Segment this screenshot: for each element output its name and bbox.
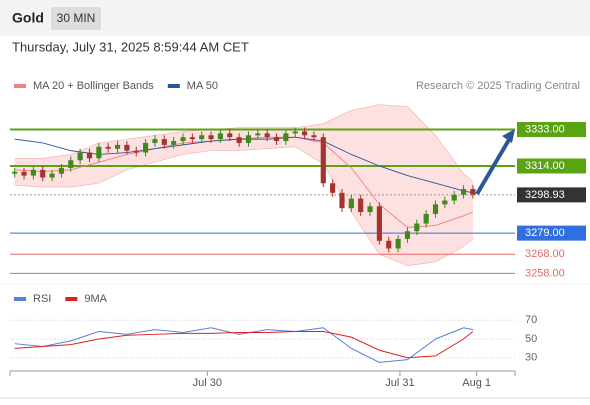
- candle-body: [180, 137, 186, 142]
- candle-body: [96, 146, 102, 159]
- candle-body: [414, 223, 420, 232]
- candle-body: [152, 139, 158, 143]
- moving-average: [14, 136, 474, 194]
- candle-body: [236, 137, 242, 143]
- rsi-tick-label: 30: [525, 352, 537, 364]
- candle-body: [77, 152, 83, 161]
- timeframe-badge[interactable]: [51, 7, 101, 30]
- candle-body: [330, 183, 336, 193]
- forecast-arrowhead: [502, 129, 515, 143]
- candle-body: [217, 133, 223, 140]
- level-label: 3258.00: [525, 267, 565, 279]
- candle-body: [423, 213, 429, 224]
- rsi-tick-label: 50: [525, 333, 537, 345]
- candle-body: [320, 137, 326, 184]
- x-tick-label: Jul 31: [385, 377, 414, 389]
- legend-label: RSI: [33, 293, 51, 305]
- candle-body: [143, 142, 149, 153]
- candle-body: [451, 194, 457, 201]
- candle-body: [404, 231, 411, 239]
- candle-body: [189, 137, 195, 140]
- level-label: 3333.00: [525, 123, 565, 135]
- level-label-box: [517, 187, 586, 203]
- candle-body: [161, 139, 167, 145]
- candle-body: [273, 137, 280, 142]
- candle-body: [302, 131, 308, 136]
- candle-body: [86, 152, 93, 159]
- level-label-box: [517, 122, 586, 138]
- candle-body: [367, 206, 373, 213]
- legend-swatch: [65, 297, 78, 301]
- candle-body: [386, 240, 392, 249]
- candle-body: [395, 238, 401, 249]
- candle-body: [470, 189, 476, 195]
- legend-swatch: [167, 84, 180, 88]
- instrument-title: Gold: [12, 10, 44, 26]
- source-credit: Research © 2025 Trading Central: [416, 80, 580, 92]
- x-tick-label: Jul 30: [193, 377, 222, 389]
- candle-body: [105, 146, 111, 149]
- candle-body: [133, 150, 139, 153]
- legend-swatch: [14, 297, 26, 301]
- candle-body: [199, 135, 205, 140]
- candle-body: [442, 200, 448, 205]
- timeframe-label[interactable]: 30 MIN: [57, 11, 96, 25]
- bollinger-lower: [14, 146, 474, 267]
- candle-body: [460, 189, 467, 195]
- level-label: 3298.93: [525, 189, 565, 201]
- candle-body: [68, 160, 74, 168]
- candle-body: [245, 135, 252, 143]
- candle-body: [171, 141, 177, 145]
- level-label-box: [517, 225, 586, 241]
- candle-body: [264, 133, 270, 138]
- candle-body: [348, 198, 354, 209]
- candle-body: [30, 169, 36, 176]
- candle-body: [358, 198, 364, 213]
- candle-body: [311, 135, 317, 138]
- candle-body: [339, 192, 345, 209]
- candle-body: [283, 133, 289, 142]
- candle-body: [12, 171, 18, 174]
- moving-average: [14, 136, 474, 228]
- candle-body: [21, 171, 27, 176]
- candle-body: [432, 204, 439, 214]
- level-label-box: [517, 158, 586, 174]
- forecast-arrow: [475, 136, 512, 196]
- legend-label: MA 20 + Bollinger Bands: [33, 80, 154, 92]
- candle-body: [208, 135, 214, 140]
- rsi-line: [14, 331, 474, 359]
- timestamp: Thursday, July 31, 2025 8:59:44 AM CET: [12, 39, 249, 54]
- candle-body: [124, 144, 130, 151]
- candle-body: [255, 133, 261, 136]
- candle-body: [292, 131, 298, 134]
- legend-label: 9MA: [84, 293, 107, 305]
- legend-label: MA 50: [187, 80, 218, 92]
- level-label: 3314.00: [525, 160, 565, 172]
- candle-body: [58, 167, 65, 174]
- candle-body: [376, 206, 382, 241]
- candle-body: [114, 144, 121, 149]
- candle-body: [49, 173, 55, 178]
- legend-swatch: [14, 84, 26, 88]
- level-label: 3268.00: [525, 248, 565, 260]
- x-tick-label: Aug 1: [462, 377, 491, 389]
- candle-body: [40, 169, 46, 178]
- level-label: 3279.00: [525, 227, 565, 239]
- rsi-tick-label: 70: [525, 314, 537, 326]
- candle-body: [227, 133, 233, 138]
- bollinger-upper: [14, 104, 474, 182]
